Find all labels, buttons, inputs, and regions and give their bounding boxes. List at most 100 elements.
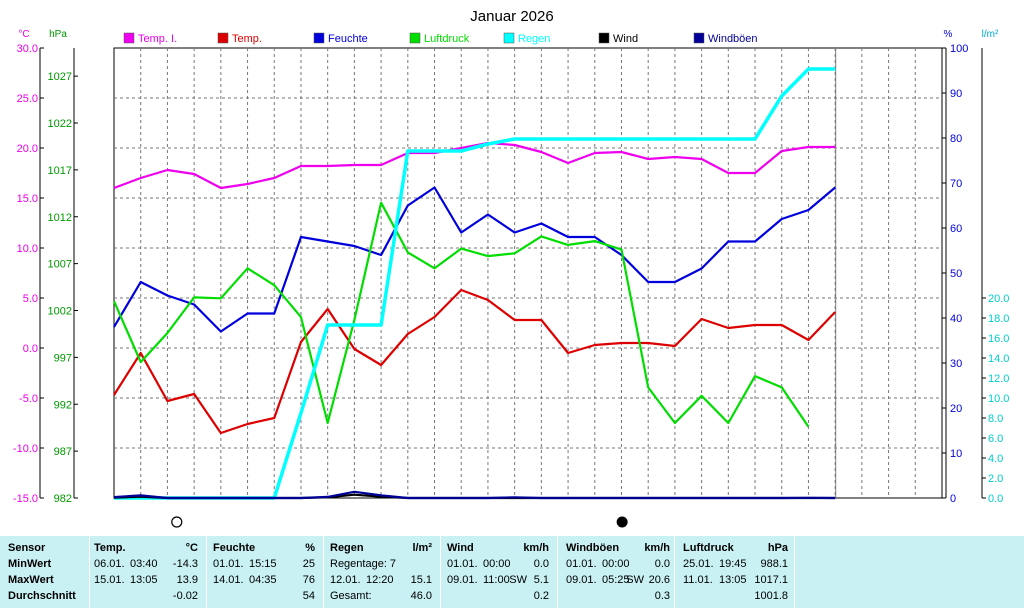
- humidity-tick-label: 90: [950, 88, 962, 100]
- temp-max-date: 15.01.: [94, 574, 125, 586]
- humidity-tick-label: 30: [950, 358, 962, 370]
- temp-min-date: 06.01.: [94, 558, 125, 570]
- humidity-axis-unit: %: [944, 29, 953, 40]
- luftdruck-min-value: 988.1: [760, 558, 788, 570]
- luftdruck-min-time: 19:45: [719, 558, 747, 570]
- temp-tick-label: 5.0: [23, 293, 38, 305]
- legend-swatch: [217, 32, 229, 44]
- pressure-tick-label: 992: [54, 399, 72, 411]
- rain-tick-label: 18.0: [988, 313, 1009, 325]
- panel-temp: Temp. °C 06.01. 03:40 -14.3 15.01. 13:05…: [90, 536, 207, 608]
- feuchte-min-time: 15:15: [249, 558, 277, 570]
- regen-rain-days: Regentage: 7: [330, 558, 397, 570]
- pressure-tick-label: 1027: [48, 71, 72, 83]
- feuchte-min-value: 25: [302, 558, 315, 570]
- luftdruck-max-date: 11.01.: [683, 574, 713, 586]
- wind-min-time: 00:00: [483, 558, 511, 570]
- pressure-axis-unit: hPa: [49, 29, 67, 40]
- rain-tick-label: 4.0: [988, 453, 1003, 465]
- windboeen-min-time: 00:00: [602, 558, 630, 570]
- temp-tick-label: -5.0: [19, 393, 38, 405]
- regen-max-value: 15.1: [410, 574, 432, 586]
- legend-swatch: [693, 32, 705, 44]
- windboeen-max-date: 09.01.: [566, 574, 597, 586]
- rain-tick-label: 20.0: [988, 293, 1009, 305]
- panel-temp-unit: °C: [185, 542, 198, 554]
- series-line-temp: [113, 288, 836, 435]
- temp-tick-label: 20.0: [17, 143, 38, 155]
- full-moon-icon: [171, 516, 183, 528]
- legend-swatch: [503, 32, 515, 44]
- temp-max-time: 13:05: [130, 574, 158, 586]
- legend-entry: Regen: [518, 33, 550, 45]
- panel-windboeen-unit: km/h: [644, 542, 670, 554]
- luftdruck-max-time: 13:05: [719, 574, 747, 586]
- pressure-tick-label: 1002: [48, 306, 72, 318]
- chart-title: Januar 2026: [470, 8, 553, 25]
- wind-max-time: 11:00: [483, 574, 510, 586]
- rain-tick-label: 6.0: [988, 433, 1003, 445]
- new-moon-icon: [616, 516, 628, 528]
- panel-regen: Regen l/m² Regentage: 7 12.01. 12:20 15.…: [324, 536, 441, 608]
- windboeen-min-value: 0.0: [654, 558, 670, 570]
- pressure-tick-label: 982: [54, 493, 72, 505]
- rain-tick-label: 16.0: [988, 333, 1009, 345]
- row-label-max: MaxWert: [8, 574, 54, 586]
- legend-entry: Temp. I.: [138, 33, 177, 45]
- legend-swatch: [409, 32, 421, 44]
- wind-max-date: 09.01.: [447, 574, 478, 586]
- panel-windboeen-title: Windböen: [566, 542, 620, 554]
- humidity-tick-label: 70: [950, 178, 962, 190]
- row-label-sensor: Sensor: [8, 542, 46, 554]
- panel-filler: [795, 536, 1024, 608]
- panel-luftdruck-unit: hPa: [767, 542, 788, 554]
- wind-min-value: 0.0: [533, 558, 549, 570]
- panel-feuchte: Feuchte % 01.01. 15:15 25 14.01. 04:35 7…: [207, 536, 324, 608]
- wind-min-date: 01.01.: [447, 558, 478, 570]
- feuchte-max-value: 76: [302, 574, 315, 586]
- temp-avg-value: -0.02: [172, 590, 198, 602]
- panel-wind-unit: km/h: [523, 542, 549, 554]
- temp-tick-label: 0.0: [23, 343, 38, 355]
- rain-tick-label: 10.0: [988, 393, 1009, 405]
- regen-total-label: Gesamt:: [330, 590, 372, 602]
- windboeen-min-date: 01.01.: [566, 558, 597, 570]
- rain-tick-label: 14.0: [988, 353, 1009, 365]
- pressure-tick-label: 1007: [48, 259, 72, 271]
- panel-windboeen: Windböen km/h 01.01. 00:00 0.0 09.01. 05…: [558, 536, 675, 608]
- rain-tick-label: 12.0: [988, 373, 1009, 385]
- legend-entry: Feuchte: [328, 33, 368, 45]
- panel-regen-title: Regen: [330, 542, 364, 554]
- legend-swatch: [123, 32, 135, 44]
- row-label-avg: Durchschnitt: [8, 590, 76, 602]
- feuchte-max-date: 14.01.: [213, 574, 244, 586]
- temp-min-value: -14.3: [172, 558, 198, 570]
- temp-tick-label: 15.0: [17, 193, 38, 205]
- pressure-tick-label: 1022: [48, 118, 72, 130]
- legend-swatch: [313, 32, 325, 44]
- temp-min-time: 03:40: [130, 558, 158, 570]
- row-label-min: MinWert: [8, 558, 52, 570]
- luftdruck-min-date: 25.01.: [683, 558, 714, 570]
- humidity-tick-label: 40: [950, 313, 962, 325]
- panel-wind-title: Wind: [447, 542, 474, 554]
- windboeen-max-dir: SW: [626, 574, 644, 586]
- legend-entry: Luftdruck: [424, 33, 470, 45]
- legend-entry: Wind: [613, 33, 638, 45]
- pressure-tick-label: 1017: [48, 165, 72, 177]
- humidity-tick-label: 20: [950, 403, 962, 415]
- legend-entry: Windböen: [708, 33, 758, 45]
- windboeen-max-time: 05:25: [602, 574, 630, 586]
- panel-regen-unit: l/m²: [412, 542, 432, 554]
- panel-wind: Wind km/h 01.01. 00:00 0.0 09.01. 11:00 …: [441, 536, 558, 608]
- panel-temp-title: Temp.: [94, 542, 126, 554]
- regen-total-value: 46.0: [410, 590, 432, 602]
- panel-luftdruck: Luftdruck hPa 25.01. 19:45 988.1 11.01. …: [675, 536, 795, 608]
- series-line-temp_i: [113, 141, 836, 190]
- windboeen-max-value: 20.6: [648, 574, 670, 586]
- wind-max-dir: SW: [509, 574, 527, 586]
- humidity-tick-label: 80: [950, 133, 962, 145]
- pressure-tick-label: 997: [54, 352, 72, 364]
- series-line-luftdruck: [112, 201, 810, 428]
- regen-max-time: 12:20: [366, 574, 394, 586]
